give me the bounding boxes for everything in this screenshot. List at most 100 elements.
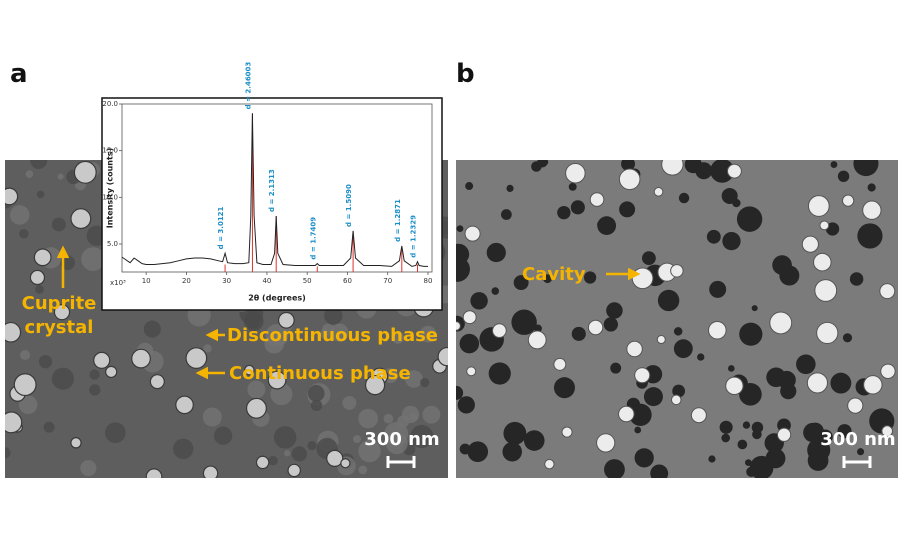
particle <box>145 468 163 478</box>
panel-label: b <box>456 59 475 89</box>
x-tick-label: 80 <box>424 277 433 285</box>
scale-bar-label: 300 nm <box>820 429 895 450</box>
texture-spot <box>283 450 291 457</box>
x-tick-label: 70 <box>383 277 392 285</box>
particle <box>806 372 828 394</box>
texture-spot <box>51 367 74 390</box>
cavity <box>541 160 549 166</box>
cavity <box>571 326 586 341</box>
particle <box>727 163 742 179</box>
texture-spot <box>43 421 55 433</box>
particle <box>553 357 567 371</box>
cavity <box>673 327 683 336</box>
cavity <box>457 396 475 414</box>
cavity <box>722 231 741 251</box>
texture-spot <box>173 438 194 459</box>
particle <box>70 208 92 230</box>
cavity <box>583 271 597 284</box>
texture-spot <box>358 408 379 429</box>
texture-spot <box>247 380 266 399</box>
y-tick-label: 5.0 <box>107 240 118 248</box>
cavity <box>513 275 529 291</box>
cavity <box>503 421 527 445</box>
particle <box>131 348 151 369</box>
cavity <box>737 439 748 450</box>
particle <box>73 160 97 184</box>
texture-spot <box>5 447 11 459</box>
texture-spot <box>358 439 381 463</box>
texture-spot <box>143 320 161 338</box>
peak-label: d = 2.46003 <box>244 62 252 110</box>
cavity <box>523 430 545 451</box>
texture-spot <box>405 370 423 388</box>
particle <box>175 395 194 415</box>
peak-label: d = 1.5090 <box>345 184 353 227</box>
texture-spot <box>30 160 48 170</box>
cavity <box>456 256 470 282</box>
x-tick-label: 30 <box>222 277 231 285</box>
cavity <box>825 222 840 236</box>
texture-spot <box>310 399 323 412</box>
particle <box>437 346 448 367</box>
y-unit: x10³ <box>110 279 126 287</box>
texture-spot <box>420 377 430 388</box>
particle <box>255 455 270 470</box>
particle <box>466 366 477 377</box>
cavity <box>606 302 623 319</box>
cavity <box>570 200 585 215</box>
texture-spot <box>51 217 66 232</box>
plot-area <box>121 103 433 273</box>
cavity <box>619 201 636 218</box>
peak-label: d = 3.0121 <box>217 206 225 249</box>
particle <box>801 235 819 253</box>
cavity <box>727 365 735 372</box>
particle <box>841 194 855 207</box>
particle <box>862 200 882 220</box>
particle <box>879 283 896 300</box>
cavity <box>719 420 733 434</box>
cavity <box>514 314 534 334</box>
cavity <box>721 187 738 204</box>
cavity <box>721 433 731 443</box>
particle <box>544 458 555 470</box>
texture-spot <box>342 395 357 410</box>
texture-spot <box>81 247 105 271</box>
particle <box>70 437 82 449</box>
cavity <box>650 464 669 478</box>
particle <box>589 192 605 207</box>
texture-spot <box>25 170 34 178</box>
particle <box>29 269 46 286</box>
texture-spot <box>353 435 362 444</box>
cavity <box>766 367 786 388</box>
cavity <box>857 223 883 249</box>
texture-spot <box>18 395 38 414</box>
particle <box>776 427 792 442</box>
cavity <box>500 209 512 220</box>
particle <box>816 321 839 345</box>
particle <box>33 248 52 267</box>
y-axis-label: Intensity (counts) <box>106 148 115 228</box>
particle <box>670 394 682 406</box>
particle <box>287 463 301 478</box>
cavity <box>710 160 735 183</box>
particle <box>561 426 573 438</box>
particle <box>340 458 351 469</box>
cavity <box>857 448 865 456</box>
cavity <box>470 292 488 310</box>
particle <box>626 340 643 358</box>
texture-spot <box>264 334 284 354</box>
cavity <box>780 383 797 400</box>
particle <box>634 367 651 384</box>
particle <box>807 195 830 217</box>
cavity <box>837 170 850 182</box>
cavity <box>603 317 619 332</box>
x-tick-label: 10 <box>142 277 151 285</box>
texture-spot <box>383 413 394 424</box>
texture-spot <box>422 405 441 424</box>
texture-spot <box>19 228 29 239</box>
cavity <box>553 377 575 399</box>
cavity <box>672 384 686 398</box>
cavity <box>751 305 758 312</box>
particle <box>656 335 666 345</box>
